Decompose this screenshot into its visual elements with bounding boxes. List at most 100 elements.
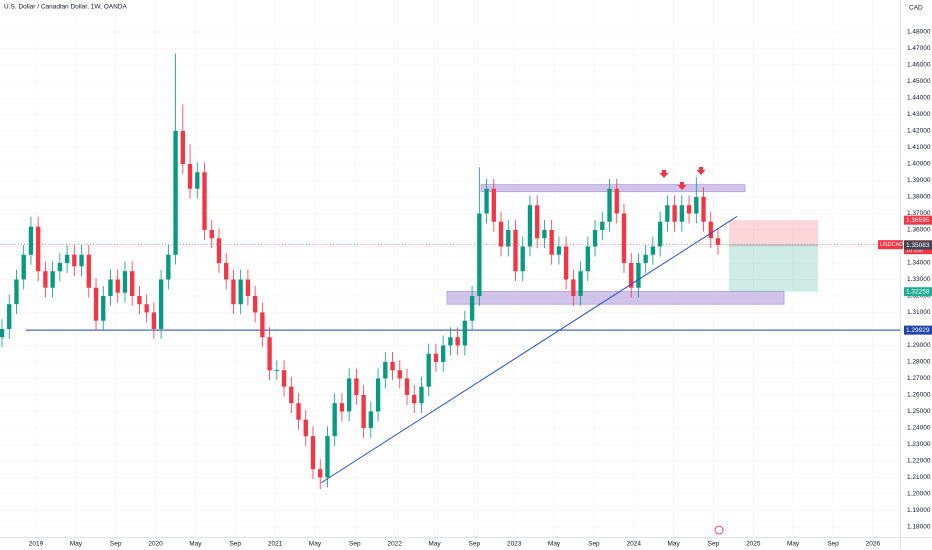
stop-price-box <box>904 215 932 225</box>
candle-body <box>404 378 410 395</box>
candle-body <box>643 254 648 263</box>
candle-body <box>245 279 251 296</box>
y-tick-label: 1.43000 <box>907 111 931 118</box>
arrow <box>677 182 687 190</box>
candle-body <box>166 254 171 280</box>
candle-body <box>535 205 540 239</box>
y-tick-label: 1.21000 <box>907 474 931 481</box>
x-tick-label: May <box>428 541 441 548</box>
candle-body <box>202 172 207 230</box>
candle-body <box>491 188 496 222</box>
candle-body <box>657 221 663 247</box>
candle-body <box>64 254 70 263</box>
candle-body <box>441 345 446 362</box>
x-tick-label: 2019 <box>29 541 44 548</box>
x-tick-label: May <box>189 541 202 548</box>
x-tick-label: May <box>548 541 561 548</box>
candle-body <box>79 254 84 267</box>
y-tick-label: 1.37000 <box>907 210 931 217</box>
candle-body <box>549 229 554 255</box>
y-tick-label: 1.41000 <box>907 144 931 151</box>
arrow <box>696 167 706 175</box>
candle-body <box>397 370 402 379</box>
arrow <box>659 170 669 178</box>
candle-body <box>708 221 713 239</box>
currency-label: CAD <box>909 5 923 12</box>
candle-body <box>636 262 641 288</box>
candle-body <box>672 205 677 222</box>
stop-price-label: 1.36595 <box>906 217 930 224</box>
candle-body <box>513 229 518 272</box>
candle-body <box>108 279 113 296</box>
candle-body <box>310 436 316 470</box>
candle-body <box>325 436 330 478</box>
y-tick-label: 1.29000 <box>907 342 931 349</box>
candle-body <box>686 205 692 214</box>
candle-body <box>216 238 222 263</box>
candle-body <box>267 337 272 371</box>
x-tick-label: 2024 <box>627 541 642 548</box>
candle-body <box>43 271 48 288</box>
y-tick-label: 1.44000 <box>907 95 931 102</box>
y-tick-label: 1.20000 <box>907 491 931 498</box>
chart-title: U.S. Dollar / Canadian Dollar, 1W, OANDA <box>4 4 127 11</box>
y-tick-label: 1.28000 <box>907 359 931 366</box>
candle-body <box>571 279 576 296</box>
candle-body <box>426 353 431 387</box>
candle-body <box>477 213 482 296</box>
target-area <box>729 245 818 292</box>
y-tick-label: 1.31000 <box>907 309 931 316</box>
y-tick-label: 1.34000 <box>907 260 931 267</box>
price-zone <box>446 290 785 305</box>
candle-body <box>412 394 417 404</box>
entry-price-label: 1.35083 <box>906 242 930 249</box>
candle-body <box>195 172 200 189</box>
y-tick-label: 1.24000 <box>907 425 931 432</box>
x-tick-label: 2020 <box>148 541 163 548</box>
y-tick-label: 1.40000 <box>907 161 931 168</box>
x-tick-label: May <box>309 541 322 548</box>
y-tick-label: 1.33000 <box>907 276 931 283</box>
candle-body <box>224 262 229 280</box>
candle-body <box>354 378 359 395</box>
candle-body <box>469 295 475 321</box>
logo[interactable] <box>714 525 724 535</box>
candle-body <box>28 226 34 255</box>
candle-body <box>158 279 164 329</box>
candle-body <box>86 254 91 288</box>
trendline <box>320 216 738 484</box>
x-tick-label: 2026 <box>866 541 881 548</box>
x-tick-label: Sep <box>708 541 720 548</box>
x-tick-label: 2021 <box>268 541 283 548</box>
candle-body <box>455 337 460 346</box>
candle-body <box>289 386 294 404</box>
candle-body <box>274 370 279 372</box>
candle-body <box>390 361 395 371</box>
x-tick-label: Sep <box>588 541 600 548</box>
candle-body <box>621 213 627 263</box>
y-tick-label: 1.19000 <box>907 507 931 514</box>
candle-body <box>448 337 453 346</box>
y-tick-label: 1.18000 <box>907 524 931 531</box>
candle-body <box>368 411 374 428</box>
x-tick-label: 2022 <box>387 541 402 548</box>
candle-body <box>209 229 214 239</box>
candle-body <box>187 163 193 189</box>
candle-body <box>650 246 656 255</box>
candle-body <box>122 271 128 293</box>
countdown: 1d 20h <box>906 248 923 254</box>
candle-body <box>332 403 337 437</box>
candle-body <box>556 246 562 255</box>
candle-body <box>600 221 605 230</box>
candle-body <box>180 130 185 164</box>
x-tick-label: Sep <box>827 541 839 548</box>
candle-body <box>715 238 721 245</box>
target-price-box <box>904 287 932 297</box>
candle-body <box>173 130 178 255</box>
candle-body <box>231 279 236 305</box>
x-tick-label: May <box>70 541 83 548</box>
x-tick-label: Sep <box>349 541 361 548</box>
candle-body <box>520 246 525 272</box>
candle-body <box>542 229 547 239</box>
candle-body <box>361 394 366 428</box>
